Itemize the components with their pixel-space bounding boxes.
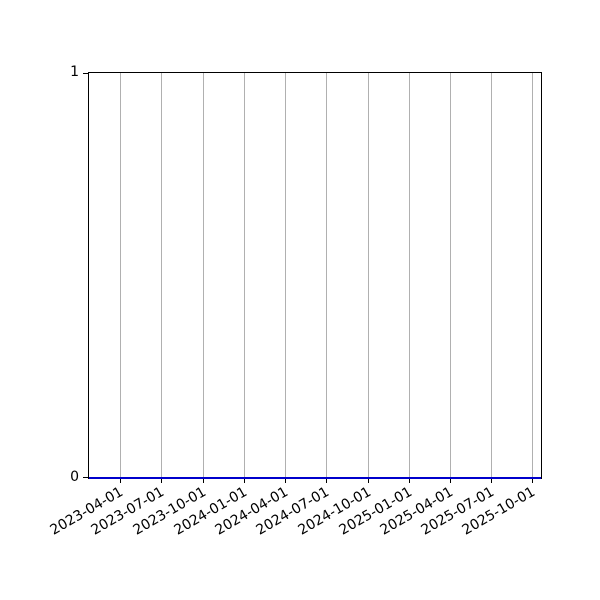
x-tick — [285, 479, 287, 483]
gridline — [120, 73, 122, 478]
x-tick — [326, 479, 328, 483]
gridline — [491, 73, 493, 478]
gridline — [202, 73, 204, 478]
y-tick-label: 0 — [70, 469, 79, 485]
gridline — [326, 73, 328, 478]
x-tick — [532, 479, 534, 483]
gridline — [449, 73, 451, 478]
gridline — [532, 73, 534, 478]
gridline — [285, 73, 287, 478]
x-tick — [202, 479, 204, 483]
gridline — [408, 73, 410, 478]
series-line-flat-zero — [89, 476, 541, 479]
y-tick-label: 1 — [70, 64, 79, 80]
y-tick — [83, 73, 88, 74]
gridline — [367, 73, 369, 478]
x-tick — [449, 479, 451, 483]
x-tick — [367, 479, 369, 483]
x-tick — [243, 479, 245, 483]
x-tick — [408, 479, 410, 483]
x-tick — [161, 479, 163, 483]
gridline — [161, 73, 163, 478]
y-tick — [83, 477, 88, 478]
x-tick — [491, 479, 493, 483]
x-tick — [120, 479, 122, 483]
plot-area — [83, 72, 542, 483]
gridline — [243, 73, 245, 478]
